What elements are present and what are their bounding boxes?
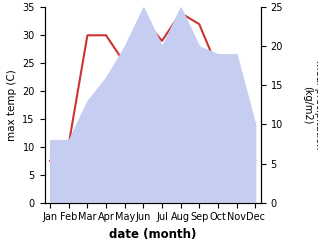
X-axis label: date (month): date (month)	[109, 228, 196, 241]
Y-axis label: max temp (C): max temp (C)	[7, 69, 17, 141]
Y-axis label: med. precipitation
(kg/m2): med. precipitation (kg/m2)	[302, 60, 318, 150]
